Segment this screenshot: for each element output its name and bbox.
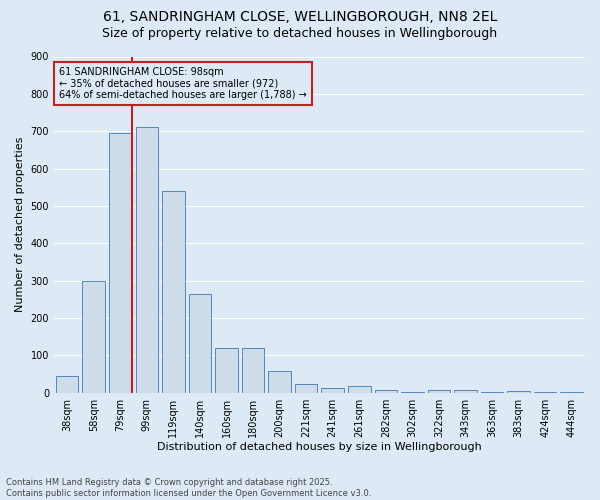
Bar — [188, 294, 211, 392]
Bar — [454, 390, 477, 392]
Bar — [348, 386, 371, 392]
Text: Contains HM Land Registry data © Crown copyright and database right 2025.
Contai: Contains HM Land Registry data © Crown c… — [6, 478, 371, 498]
Text: Size of property relative to detached houses in Wellingborough: Size of property relative to detached ho… — [103, 28, 497, 40]
Bar — [215, 348, 238, 393]
Bar — [374, 390, 397, 392]
Y-axis label: Number of detached properties: Number of detached properties — [15, 137, 25, 312]
Bar — [242, 348, 265, 393]
Text: 61, SANDRINGHAM CLOSE, WELLINGBOROUGH, NN8 2EL: 61, SANDRINGHAM CLOSE, WELLINGBOROUGH, N… — [103, 10, 497, 24]
Bar — [162, 191, 185, 392]
Bar — [136, 128, 158, 392]
Bar — [322, 388, 344, 392]
X-axis label: Distribution of detached houses by size in Wellingborough: Distribution of detached houses by size … — [157, 442, 482, 452]
Text: 61 SANDRINGHAM CLOSE: 98sqm
← 35% of detached houses are smaller (972)
64% of se: 61 SANDRINGHAM CLOSE: 98sqm ← 35% of det… — [59, 66, 307, 100]
Bar — [295, 384, 317, 392]
Bar — [56, 376, 79, 392]
Bar — [82, 280, 105, 392]
Bar — [508, 391, 530, 392]
Bar — [109, 133, 131, 392]
Bar — [268, 372, 291, 392]
Bar — [428, 390, 450, 392]
